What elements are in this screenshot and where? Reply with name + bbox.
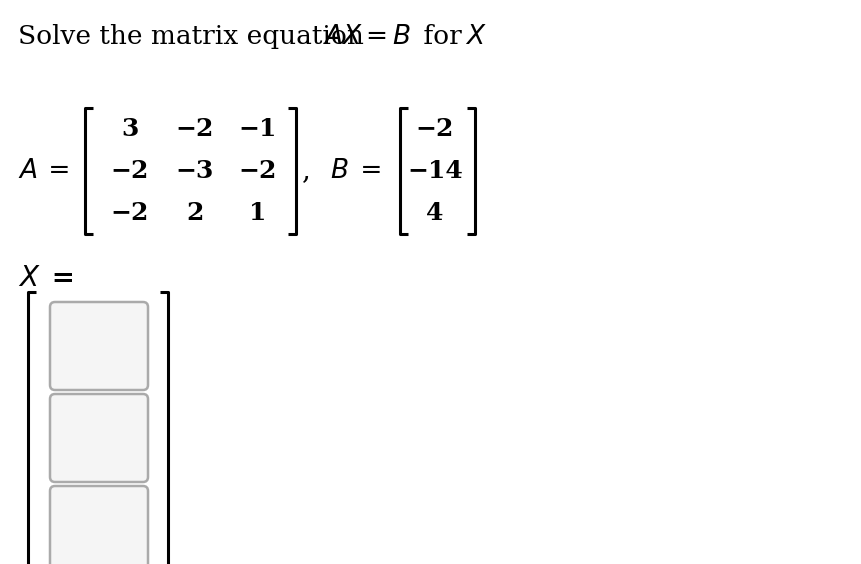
Text: −2: −2 — [238, 159, 277, 183]
Text: Solve the matrix equation: Solve the matrix equation — [18, 24, 372, 49]
Text: =: = — [351, 158, 382, 183]
Text: 1: 1 — [249, 201, 266, 225]
Text: $AX = B$: $AX = B$ — [323, 24, 411, 49]
Text: −2: −2 — [111, 159, 149, 183]
Text: −2: −2 — [111, 201, 149, 225]
FancyBboxPatch shape — [50, 302, 148, 390]
Text: −14: −14 — [406, 159, 462, 183]
Text: $X$: $X$ — [464, 24, 486, 49]
Text: $A$: $A$ — [18, 158, 38, 183]
FancyBboxPatch shape — [50, 394, 148, 482]
Text: −3: −3 — [176, 159, 214, 183]
Text: 3: 3 — [121, 117, 139, 141]
Text: −2: −2 — [415, 117, 454, 141]
Text: =: = — [42, 266, 75, 293]
Text: =: = — [40, 158, 71, 183]
Text: −2: −2 — [176, 117, 214, 141]
FancyBboxPatch shape — [50, 486, 148, 564]
Text: $B$: $B$ — [330, 158, 348, 183]
Text: 4: 4 — [426, 201, 443, 225]
Text: for: for — [414, 24, 469, 49]
Text: ,: , — [301, 157, 311, 184]
Text: −1: −1 — [238, 117, 277, 141]
Text: $X$: $X$ — [18, 266, 40, 293]
Text: 2: 2 — [186, 201, 203, 225]
